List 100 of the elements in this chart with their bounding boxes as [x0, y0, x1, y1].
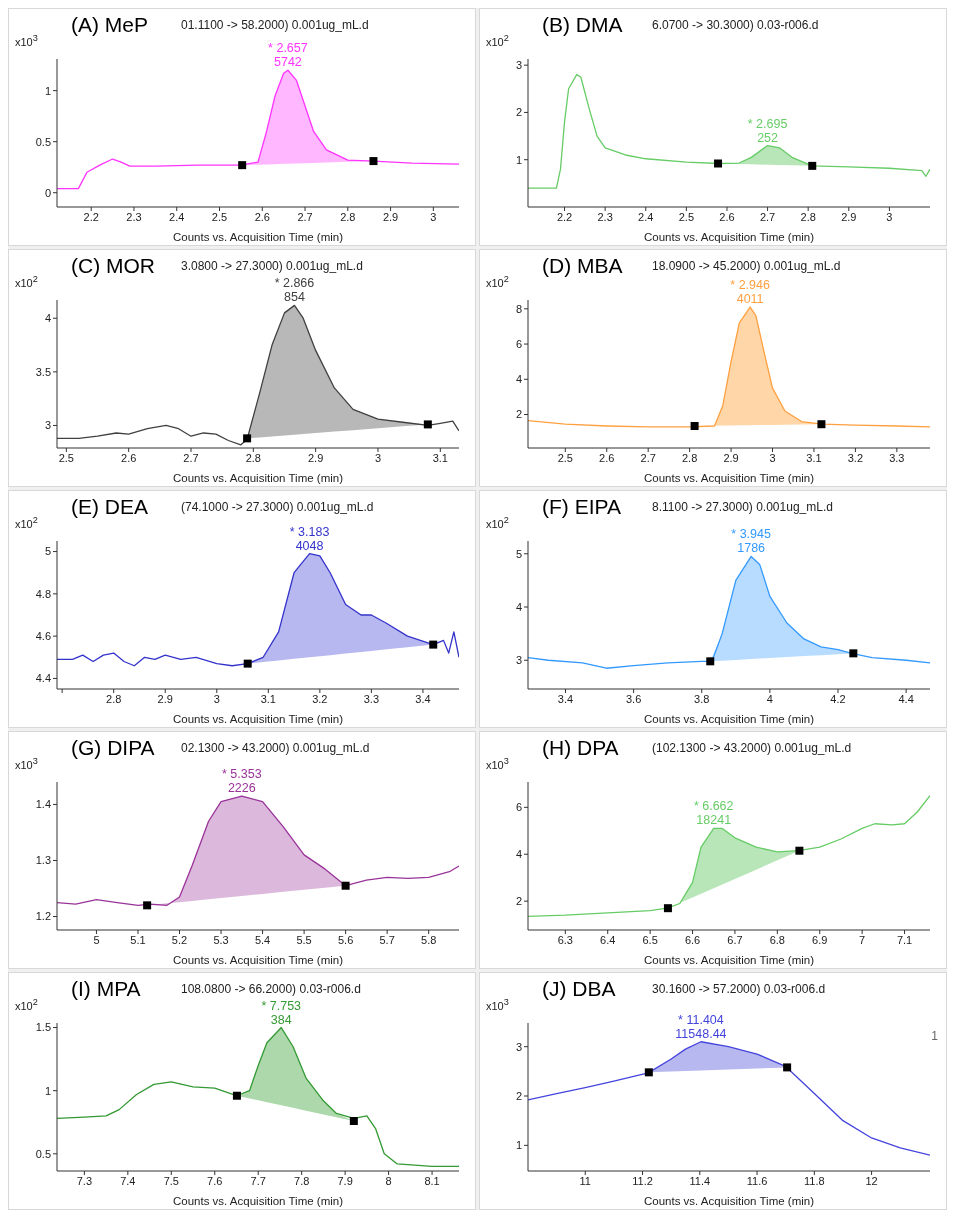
annotation: 4048: [295, 538, 324, 553]
x-tick-label: 5.1: [130, 933, 146, 946]
x-tick-label: 6.9: [812, 933, 828, 946]
x-axis-title: Counts vs. Acquisition Time (min): [172, 954, 344, 966]
x-tick-label: 3.4: [557, 692, 574, 705]
x-axis-title: Counts vs. Acquisition Time (min): [172, 472, 344, 484]
chart-title: (B) DMA: [538, 13, 627, 37]
x-tick-label: 2.9: [841, 210, 857, 223]
annotation: 384: [270, 1012, 292, 1027]
y-tick-label: 0.5: [35, 135, 51, 148]
y-tick-label: 1: [515, 153, 522, 166]
text: * 2.866: [274, 276, 315, 291]
x-tick-label: 7.6: [207, 1174, 223, 1187]
x-tick-label: 2.8: [245, 451, 261, 464]
x-tick-label: 6.6: [684, 933, 701, 946]
line-series: [528, 794, 930, 918]
x-tick-label: 3: [374, 451, 382, 464]
x-tick-label: 6.7: [727, 933, 743, 946]
x-tick-label: 2.7: [640, 451, 656, 464]
x-tick-label: 2.9: [382, 210, 399, 223]
annotation: 854: [284, 290, 305, 305]
annotation: * 11.404: [678, 1012, 724, 1027]
y-tick-label: 1: [44, 1084, 51, 1097]
x-tick-label: 11: [579, 1174, 591, 1187]
x-tick-label: 3.6: [625, 692, 642, 705]
y-tick-label: 1.5: [35, 1021, 51, 1034]
x-tick-label: 6.4: [600, 933, 616, 946]
chart-subtitle: 8.1100 -> 27.3000) 0.001ug_mL.d: [652, 500, 833, 514]
y-tick-label: 4: [515, 848, 522, 861]
x-tick-label: 2.8: [340, 210, 356, 223]
line-series: [528, 1041, 930, 1156]
x-tick-label: 2.7: [183, 451, 199, 464]
x-axis-title: Counts vs. Acquisition Time (min): [643, 954, 815, 966]
y-tick-label: 1.2: [35, 910, 51, 923]
y-tick-label: 1.3: [35, 854, 51, 867]
x-tick-label: 8: [385, 1174, 392, 1187]
chart-title: (J) DBA: [538, 977, 620, 1001]
chart-title: (E) DEA: [67, 495, 153, 519]
x-tick-label: 2.9: [723, 451, 739, 464]
annotation: * 3.945: [731, 527, 771, 542]
x-tick-label: 2.5: [211, 210, 228, 223]
line-series: [528, 555, 930, 669]
y-tick-label: 5: [44, 545, 51, 558]
x-tick-label: 2.6: [254, 210, 270, 223]
line-series: [57, 69, 459, 190]
x-tick-label: 3.2: [312, 692, 328, 705]
chart-subtitle: 02.1300 -> 43.2000) 0.001ug_mL.d: [181, 741, 370, 755]
y-tick-label: 3: [515, 1040, 522, 1053]
chart-title: (D) MBA: [538, 254, 627, 278]
chart-subtitle: (74.1000 -> 27.3000) 0.001ug_mL.d: [181, 500, 374, 514]
y-axis-title: x10$^{2}$: [486, 274, 509, 289]
x-axis-title: Counts vs. Acquisition Time (min): [643, 472, 815, 484]
chart-subtitle: 18.0900 -> 45.2000) 0.001ug_mL.d: [652, 259, 841, 273]
y-tick-label: 2: [515, 895, 522, 908]
text: 1: [931, 1029, 938, 1043]
y-axis-title: x10$^{3}$: [486, 997, 509, 1012]
x-tick-label: 7.1: [896, 933, 913, 946]
y-tick-label: 1: [44, 84, 51, 97]
x-tick-label: 3.3: [889, 451, 905, 464]
chart-subtitle: 30.1600 -> 57.2000) 0.03-r006.d: [652, 982, 826, 996]
annotation: * 6.662: [693, 799, 734, 814]
x-tick-label: 2.2: [556, 210, 573, 223]
x-tick-label: 7.8: [294, 1174, 310, 1187]
x-tick-label: 3.1: [806, 451, 822, 464]
y-tick-label: 0: [44, 186, 51, 199]
y-tick-label: 0.5: [35, 1147, 51, 1160]
y-axis-title: x10$^{2}$: [15, 997, 38, 1012]
x-tick-label: 2.9: [157, 692, 173, 705]
x-tick-label: 6.8: [769, 933, 785, 946]
x-tick-label: 5.2: [171, 933, 188, 946]
x-tick-label: 2.2: [83, 210, 99, 223]
chart-subtitle: (102.1300 -> 43.2000) 0.001ug_mL.d: [652, 741, 852, 755]
x-tick-label: 2.5: [678, 210, 695, 223]
x-tick-label: 3.4: [415, 692, 431, 705]
x-tick-label: 3: [886, 210, 893, 223]
line-series: [57, 1026, 459, 1168]
y-tick-label: 4.8: [35, 587, 51, 600]
x-tick-label: 6.3: [557, 933, 573, 946]
y-tick-label: 1: [515, 1139, 522, 1152]
x-tick-label: 2.7: [759, 210, 776, 223]
chart-title: (C) MOR: [67, 254, 159, 278]
text: * 7.753: [261, 998, 302, 1013]
x-tick-label: 11.8: [804, 1174, 825, 1187]
x-tick-label: 2.5: [557, 451, 573, 464]
x-tick-label: 2.6: [121, 451, 137, 464]
x-tick-label: 2.8: [800, 210, 816, 223]
chart-title: (H) DPA: [538, 736, 623, 760]
chart-title: (A) MeP: [67, 13, 153, 37]
x-tick-label: 5.8: [421, 933, 437, 946]
x-tick-label: 12: [865, 1174, 878, 1187]
y-axis-title: x10$^{2}$: [15, 274, 38, 289]
y-tick-label: 8: [515, 302, 522, 315]
x-tick-label: 5.7: [379, 933, 395, 946]
annotation: 1786: [737, 541, 766, 556]
x-axis-title: Counts vs. Acquisition Time (min): [643, 1195, 815, 1207]
annotation: 18241: [696, 813, 732, 828]
y-tick-label: 2: [515, 1089, 522, 1102]
x-tick-label: 2.5: [58, 451, 74, 464]
text: * 3.183: [289, 524, 330, 539]
text: * 2.946: [730, 278, 770, 293]
